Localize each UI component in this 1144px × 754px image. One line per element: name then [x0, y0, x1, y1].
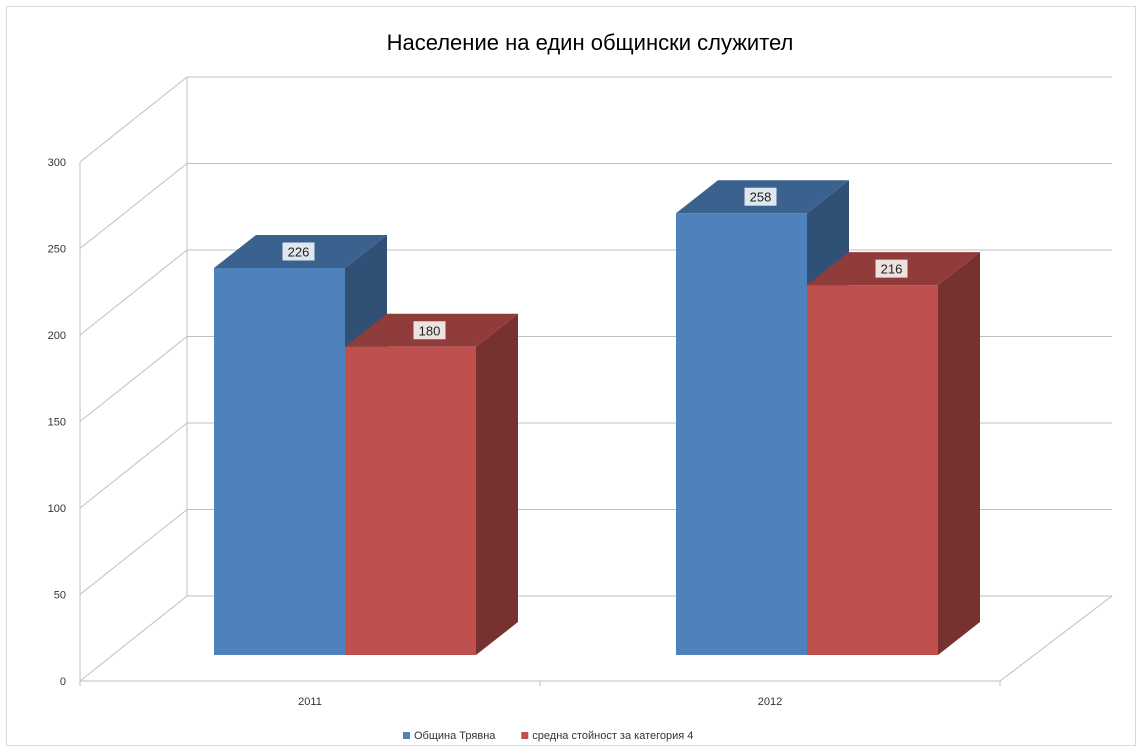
- floor-right-edge: [999, 595, 1113, 682]
- side-gridline: [79, 422, 188, 509]
- y-tick-label: 0: [60, 676, 66, 688]
- y-tick-label: 150: [48, 417, 66, 429]
- bars: [214, 180, 980, 655]
- legend-item: Община Трявна: [403, 730, 496, 742]
- data-label-bg: [413, 321, 446, 340]
- side-gridline: [79, 595, 188, 682]
- legend-item: средна стойност за категория 4: [521, 730, 693, 742]
- data-label: 180: [413, 321, 446, 340]
- bar-2011-1: [345, 313, 518, 655]
- data-label-text: 226: [288, 245, 310, 260]
- x-tick-label: 2011: [298, 696, 322, 708]
- bar-side: [476, 313, 518, 655]
- legend: Община Трявна средна стойност за категори…: [403, 730, 693, 742]
- y-tick-label: 250: [48, 244, 66, 256]
- side-gridline: [79, 249, 188, 336]
- data-label-text: 258: [750, 190, 772, 205]
- y-tick-label: 300: [48, 157, 66, 169]
- data-label-bg: [282, 242, 315, 261]
- bar-side: [938, 252, 980, 655]
- y-tick-label: 200: [48, 330, 66, 342]
- chart-title: Население на един общински служител: [387, 30, 794, 55]
- x-tick-label: 2012: [758, 696, 782, 708]
- side-gridline: [79, 76, 188, 163]
- y-tick-label: 50: [54, 590, 66, 602]
- data-label: 226: [282, 242, 315, 261]
- data-labels: 226 180 258 216: [282, 187, 908, 340]
- bar-front: [676, 213, 807, 655]
- data-label-text: 216: [881, 262, 903, 277]
- bar-front: [807, 285, 938, 655]
- side-gridline: [79, 509, 188, 595]
- data-label-text: 180: [419, 323, 441, 338]
- legend-swatch: [521, 732, 529, 739]
- data-label-bg: [875, 259, 908, 278]
- axes: 0 50 100 150 200 250 300 2011 2012: [48, 77, 1113, 708]
- legend-label: средна стойност за категория 4: [532, 730, 693, 742]
- bar-front: [214, 268, 345, 655]
- legend-swatch: [403, 732, 410, 739]
- data-label: 216: [875, 259, 908, 278]
- y-tick-label: 100: [48, 503, 66, 515]
- side-gridline: [79, 336, 188, 422]
- data-label: 258: [744, 187, 777, 206]
- bar-front: [345, 346, 476, 655]
- data-label-bg: [744, 187, 777, 206]
- bar-2012-1: [807, 252, 980, 655]
- legend-label: Община Трявна: [414, 730, 496, 742]
- side-gridline: [79, 163, 188, 249]
